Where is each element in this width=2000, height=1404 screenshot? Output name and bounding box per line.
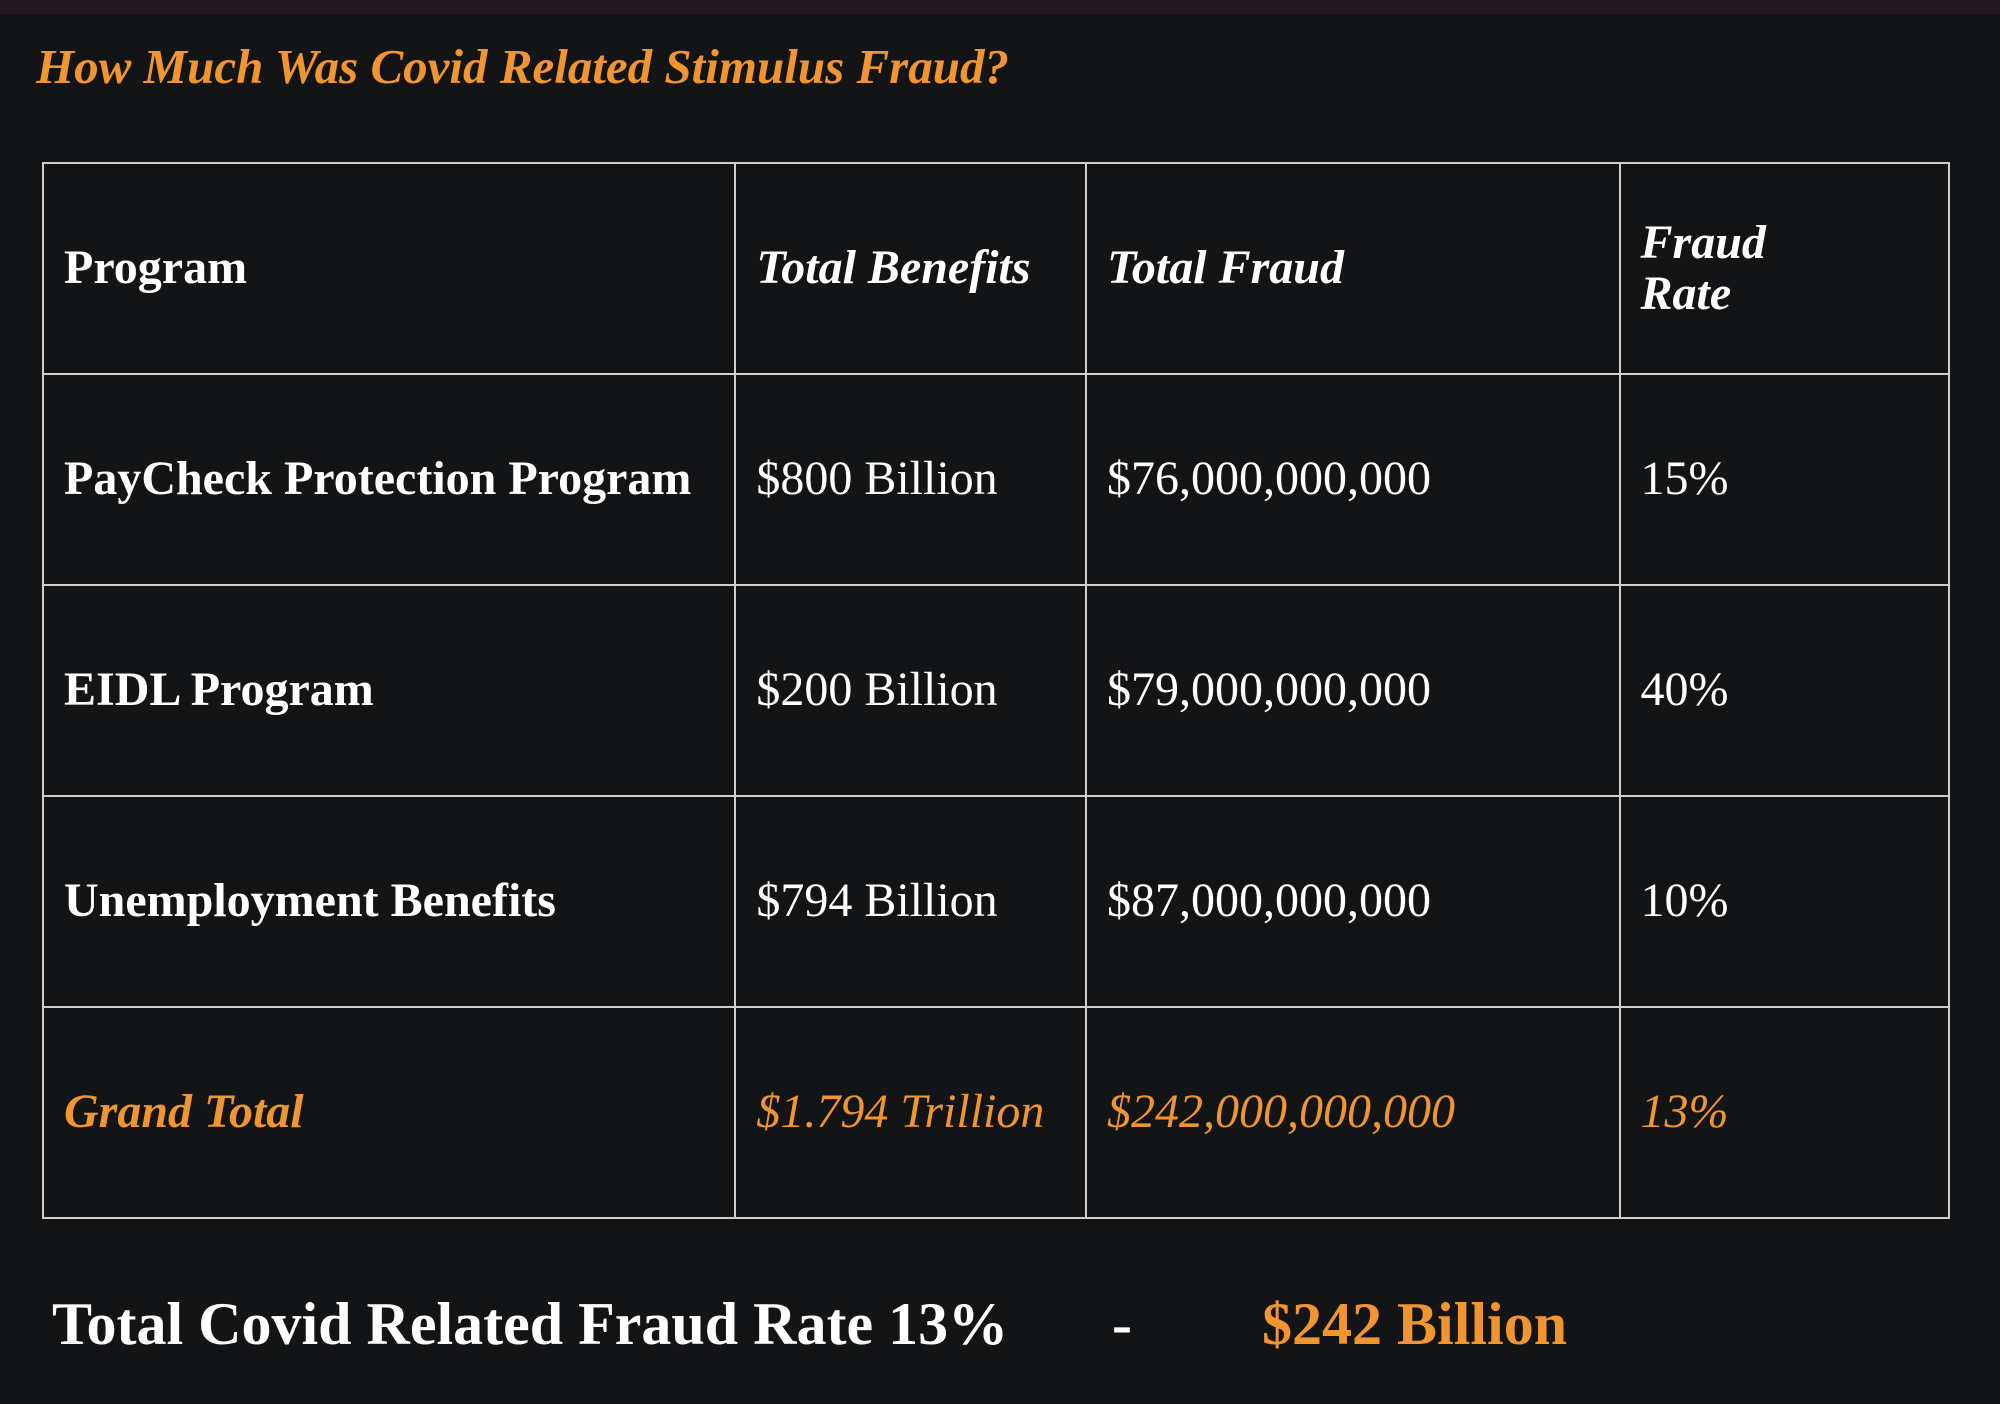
- summary-label: Total Covid Related Fraud Rate 13%: [52, 1291, 1009, 1357]
- total-fraud: $79,000,000,000: [1085, 584, 1621, 797]
- fraud-table: Program Total Benefits Total Fraud Fraud…: [41, 162, 1951, 1219]
- total-fraud: $87,000,000,000: [1085, 795, 1621, 1008]
- fraud-rate: 15%: [1618, 373, 1951, 586]
- table-row: EIDL Program $200 Billion $79,000,000,00…: [41, 584, 1951, 797]
- table-row: Unemployment Benefits $794 Billion $87,0…: [41, 795, 1951, 1008]
- grand-total-label: Grand Total: [41, 1006, 737, 1219]
- grand-total-fraud: $242,000,000,000: [1085, 1006, 1621, 1219]
- table-header-row: Program Total Benefits Total Fraud Fraud…: [41, 162, 1951, 375]
- header-program: Program: [41, 162, 737, 375]
- program-name: PayCheck Protection Program: [41, 373, 737, 586]
- total-benefits: $200 Billion: [734, 584, 1088, 797]
- top-bar: [0, 0, 2000, 14]
- table-row: PayCheck Protection Program $800 Billion…: [41, 373, 1951, 586]
- header-total-fraud: Total Fraud: [1085, 162, 1621, 375]
- page-title: How Much Was Covid Related Stimulus Frau…: [36, 39, 1009, 94]
- grand-total-row: Grand Total $1.794 Trillion $242,000,000…: [41, 1006, 1951, 1219]
- summary-amount: $242 Billion: [1262, 1291, 1568, 1357]
- program-name: Unemployment Benefits: [41, 795, 737, 1008]
- total-fraud: $76,000,000,000: [1085, 373, 1621, 586]
- header-fraud-rate: Fraud Rate: [1618, 162, 1951, 375]
- fraud-rate: 10%: [1618, 795, 1951, 1008]
- fraud-rate: 40%: [1618, 584, 1951, 797]
- header-total-benefits: Total Benefits: [734, 162, 1088, 375]
- total-benefits: $800 Billion: [734, 373, 1088, 586]
- total-benefits: $794 Billion: [734, 795, 1088, 1008]
- summary-separator: -: [1112, 1291, 1132, 1357]
- program-name: EIDL Program: [41, 584, 737, 797]
- grand-total-benefits: $1.794 Trillion: [734, 1006, 1088, 1219]
- grand-total-rate: 13%: [1618, 1006, 1951, 1219]
